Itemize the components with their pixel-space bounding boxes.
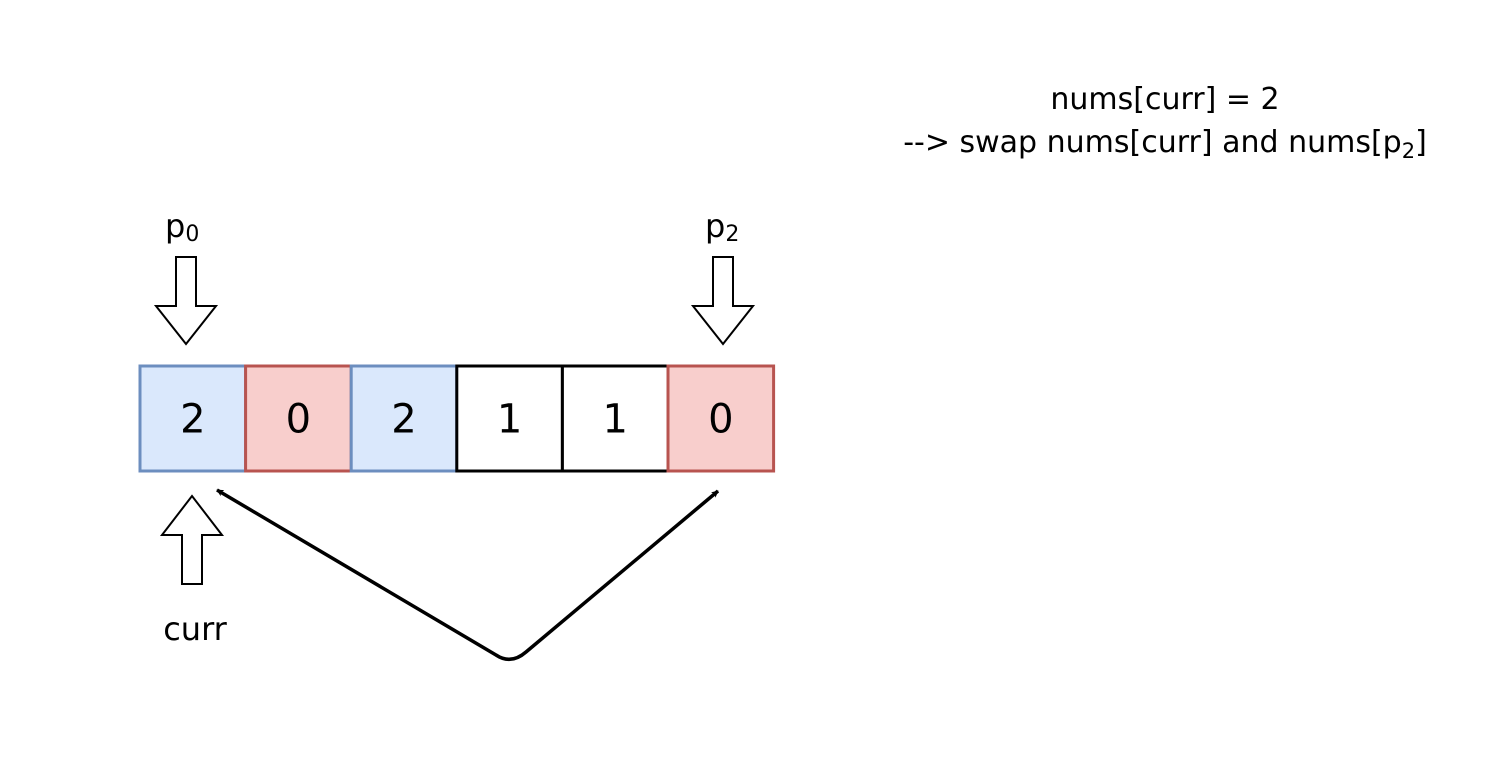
array-cell: 2 [138, 364, 248, 473]
array-cell-box [244, 364, 353, 473]
caption-line-2-subscript: 2 [1401, 139, 1416, 163]
array-cell-value: 2 [391, 397, 416, 443]
array-cell-box [138, 364, 248, 473]
caption-line-2-suffix: ] [1415, 125, 1427, 160]
array-cell: 1 [560, 364, 670, 473]
caption: nums[curr] = 2 --> swap nums[curr] and n… [860, 78, 1470, 164]
pointer-label-curr: curr [163, 610, 227, 648]
array-cell-value: 2 [180, 397, 205, 443]
array-cell-value: 1 [602, 397, 627, 443]
array-cell: 0 [244, 364, 353, 473]
pointer-arrow-curr-icon [159, 494, 225, 585]
array-cell-value: 0 [286, 397, 311, 443]
array-cell-box [666, 364, 776, 473]
caption-line-2-prefix: --> swap nums[curr] and nums[p [903, 125, 1402, 160]
caption-line-2: --> swap nums[curr] and nums[p2] [860, 121, 1470, 164]
caption-line-1: nums[curr] = 2 [1050, 82, 1280, 117]
array-cell-value: 1 [497, 397, 522, 443]
pointer-arrow-p0-icon [153, 256, 219, 346]
array-cells: 2 0 2 1 1 0 [138, 364, 776, 473]
swap-arrow-icon [216, 488, 720, 662]
array-cell-value: 0 [708, 397, 733, 443]
pointer-arrow-p2-icon [690, 256, 756, 346]
pointer-label-p0: p0 [165, 207, 199, 247]
pointer-label-p2: p2 [705, 207, 739, 247]
array-cell: 2 [349, 364, 459, 473]
array-cell: 0 [666, 364, 776, 473]
array-cell: 1 [455, 364, 564, 473]
